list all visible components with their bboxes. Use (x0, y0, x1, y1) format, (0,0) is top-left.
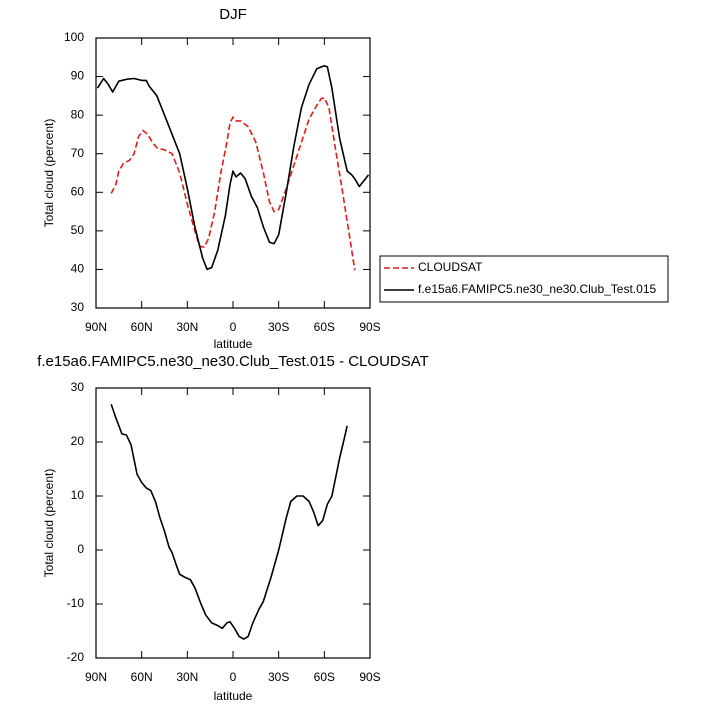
x-tick-label: 60S (314, 320, 335, 334)
y-tick-label: 30 (71, 300, 85, 314)
y-tick-label: 0 (77, 542, 84, 556)
y-tick-label: -10 (67, 596, 85, 610)
x-tick-label: 30S (268, 320, 289, 334)
y-tick-label: 10 (71, 488, 85, 502)
x-tick-label: 60S (314, 670, 335, 684)
y-tick-label: 70 (71, 146, 85, 160)
x-tick-label: 90N (85, 320, 107, 334)
chart-title: f.e15a6.FAMIPC5.ne30_ne30.Club_Test.015 … (37, 353, 429, 370)
chart-title: DJF (219, 6, 247, 23)
x-axis-label: latitude (214, 337, 253, 351)
y-tick-label: 30 (71, 380, 85, 394)
y-axis-label: Total cloud (percent) (42, 469, 56, 578)
y-tick-label: 80 (71, 107, 85, 121)
x-tick-label: 30N (176, 670, 198, 684)
x-tick-label: 90S (359, 670, 380, 684)
legend-label: f.e15a6.FAMIPC5.ne30_ne30.Club_Test.015 (418, 282, 656, 296)
plot-frame (95, 37, 371, 309)
y-tick-label: 40 (71, 262, 85, 276)
x-tick-label: 30S (268, 670, 289, 684)
x-tick-label: 30N (176, 320, 198, 334)
x-tick-label: 90S (359, 320, 380, 334)
y-tick-label: -20 (67, 650, 85, 664)
plot-frame (95, 387, 371, 659)
legend-box (379, 255, 669, 303)
y-tick-label: 60 (71, 184, 85, 198)
x-tick-label: 0 (230, 670, 237, 684)
x-axis-label: latitude (214, 689, 253, 703)
y-axis-label: Total cloud (percent) (42, 119, 56, 228)
y-tick-label: 90 (71, 69, 85, 83)
x-tick-label: 60N (131, 320, 153, 334)
data-line (110, 97, 356, 271)
y-tick-label: 50 (71, 223, 85, 237)
data-line (110, 403, 348, 640)
x-tick-label: 0 (230, 320, 237, 334)
y-tick-label: 20 (71, 434, 85, 448)
x-tick-label: 90N (85, 670, 107, 684)
y-tick-label: 100 (64, 30, 84, 44)
x-tick-label: 60N (131, 670, 153, 684)
data-line (96, 65, 370, 271)
legend-label: CLOUDSAT (418, 260, 483, 274)
